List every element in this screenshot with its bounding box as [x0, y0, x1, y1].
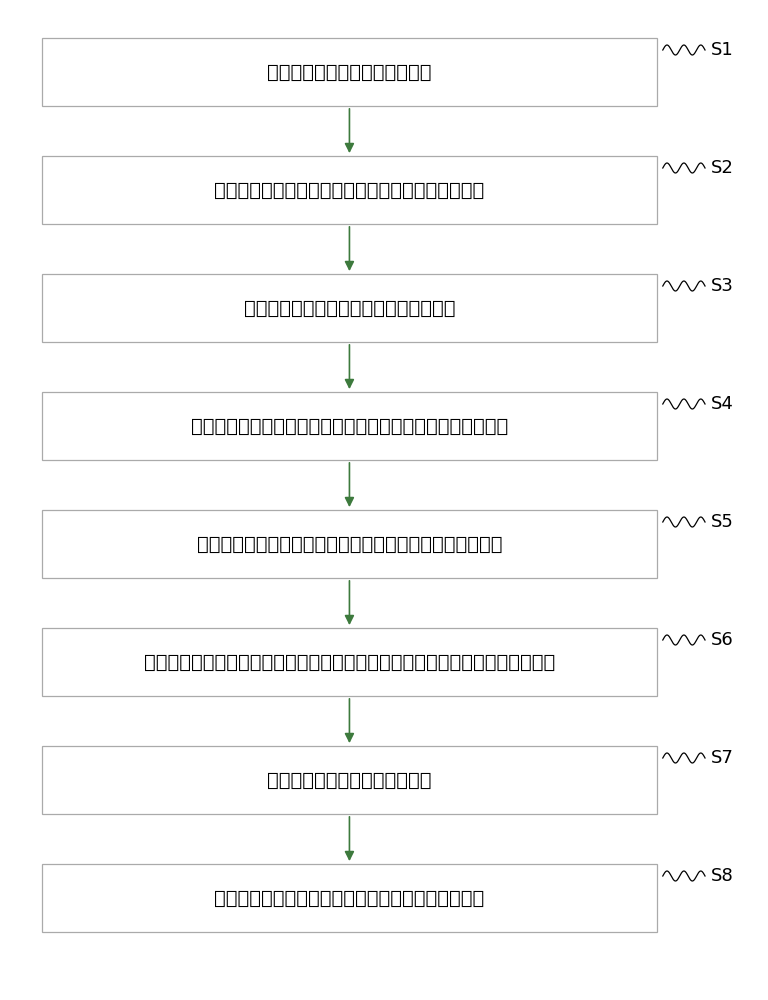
Text: 获取发动机的第一节气门开度变化率和第一进气流量变化率: 获取发动机的第一节气门开度变化率和第一进气流量变化率: [197, 534, 502, 554]
Bar: [42, 392, 657, 460]
Text: S7: S7: [711, 749, 734, 767]
Text: S1: S1: [711, 41, 734, 59]
Text: S2: S2: [711, 159, 734, 177]
Text: S4: S4: [711, 395, 734, 413]
Text: S3: S3: [711, 277, 734, 295]
Text: 根据第一节气门开度变化率和第一进气流量变化率控制涡轮增压空气循环阀开启: 根据第一节气门开度变化率和第一进气流量变化率控制涡轮增压空气循环阀开启: [144, 653, 555, 672]
Bar: [42, 864, 657, 932]
Bar: [42, 628, 657, 696]
Text: S6: S6: [711, 631, 734, 649]
Text: 根据第一当前运行工况控制涡轮增压空气循环阀开启: 根据第一当前运行工况控制涡轮增压空气循环阀开启: [214, 180, 485, 200]
Text: 根据第二当前运行工况控制涡轮增压空气循环阀关闭: 根据第二当前运行工况控制涡轮增压空气循环阀关闭: [214, 888, 485, 908]
Bar: [42, 156, 657, 224]
Text: 根据第一实际增压压力値变化率控制涡轮增压空气循环阀关闭: 根据第一实际增压压力値变化率控制涡轮增压空气循环阀关闭: [190, 416, 508, 435]
Text: 获取发动机的第一实际增压压力値变化率: 获取发动机的第一实际增压压力値变化率: [243, 298, 455, 318]
Bar: [42, 38, 657, 106]
Text: 获取发动机的第二当前运行工况: 获取发动机的第二当前运行工况: [267, 770, 432, 790]
Bar: [42, 510, 657, 578]
Text: 获取发动机的第一当前运行工况: 获取发动机的第一当前运行工况: [267, 63, 432, 82]
Bar: [42, 746, 657, 814]
Bar: [42, 274, 657, 342]
Text: S5: S5: [711, 513, 734, 531]
Text: S8: S8: [711, 867, 734, 885]
